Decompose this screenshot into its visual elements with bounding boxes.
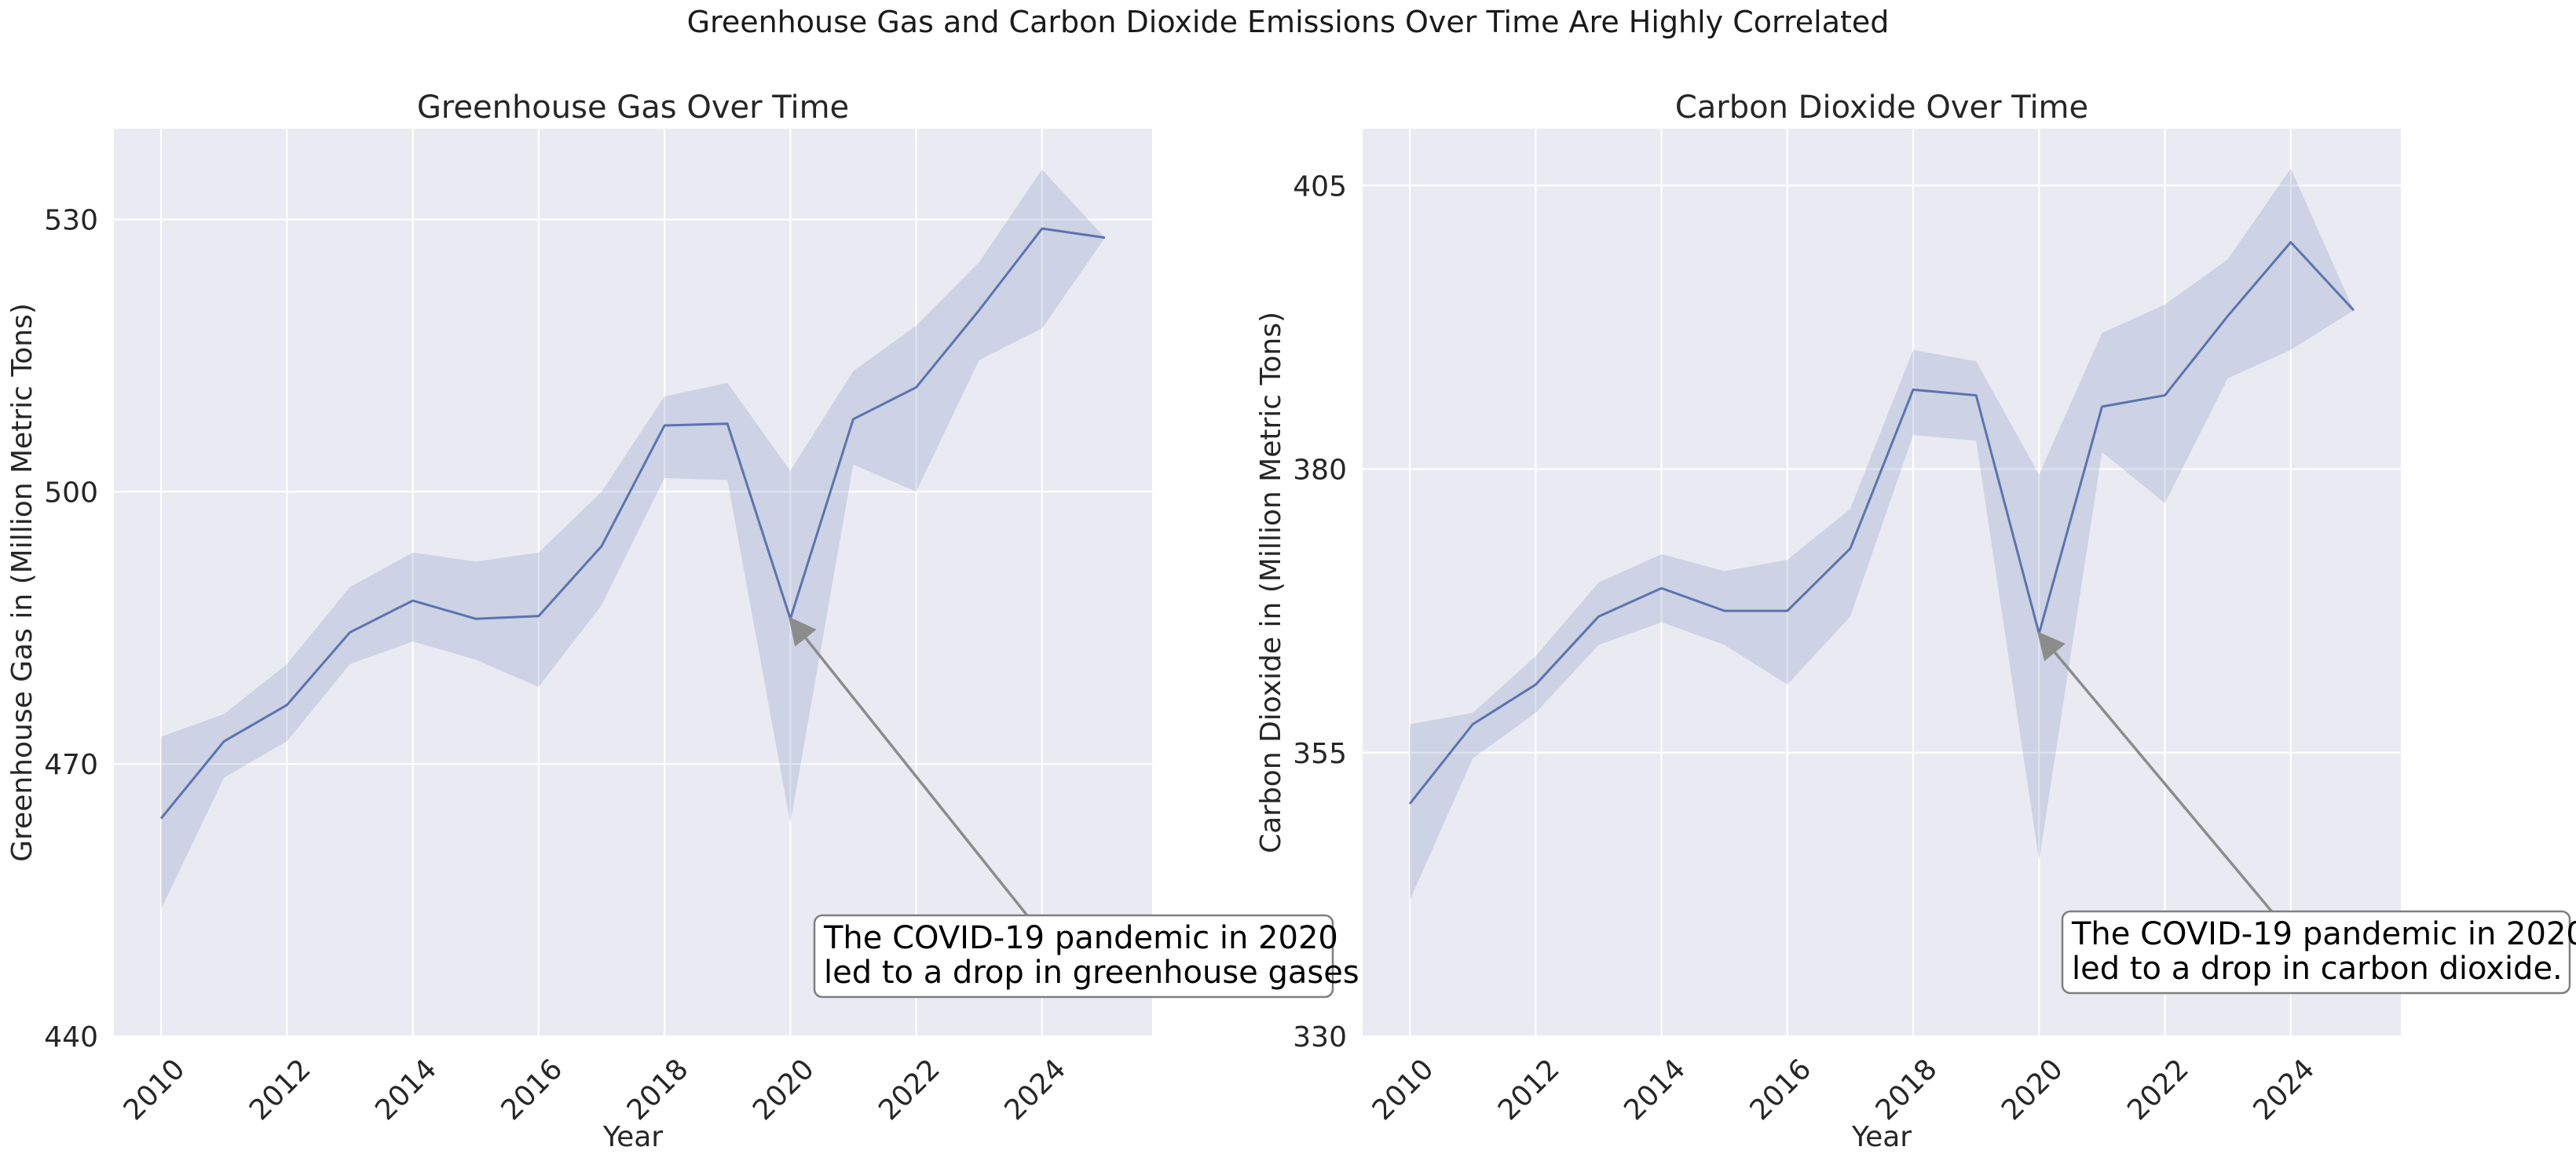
data-point <box>1597 615 1600 618</box>
y-axis-label: Carbon Dioxide in (Million Metric Tons) <box>1255 312 1287 853</box>
data-point <box>1534 683 1537 686</box>
y-axis-label: Greenhouse Gas in (Million Metric Tons) <box>6 303 38 862</box>
x-tick-label: 2018 <box>621 1053 695 1127</box>
data-point <box>600 545 603 548</box>
data-point <box>2352 309 2355 312</box>
x-tick-label: 2020 <box>1996 1053 2069 1127</box>
data-point <box>1974 394 1978 397</box>
annotation-text: led to a drop in carbon dioxide. <box>2072 951 2563 987</box>
data-point <box>2164 394 2167 397</box>
data-point <box>1103 236 1107 239</box>
x-axis-label: Year <box>602 1121 663 1153</box>
data-point <box>851 418 854 421</box>
data-point <box>537 615 540 618</box>
x-tick-label: 2024 <box>2247 1053 2321 1127</box>
data-point <box>915 385 918 389</box>
data-point <box>348 631 351 634</box>
x-tick-label: 2014 <box>1618 1053 1692 1127</box>
y-tick-label: 380 <box>1293 455 1347 487</box>
data-point <box>222 740 225 743</box>
subplot-title: Carbon Dioxide Over Time <box>1675 89 2088 126</box>
data-point <box>1408 802 1411 805</box>
y-tick-label: 330 <box>1293 1021 1347 1054</box>
data-point <box>2100 405 2103 408</box>
data-point <box>1471 723 1474 726</box>
y-tick-label: 405 <box>1293 170 1347 203</box>
annotation-text: The COVID-19 pandemic in 2020 <box>823 920 1338 956</box>
data-point <box>1660 586 1663 590</box>
y-tick-label: 440 <box>44 1021 98 1054</box>
series-line <box>159 227 1106 820</box>
data-point <box>663 424 666 427</box>
data-point <box>726 422 729 425</box>
annotation-arrow <box>2037 631 2292 936</box>
confidence-band <box>161 170 1105 910</box>
annotation-arrow <box>789 616 1031 919</box>
data-point <box>285 703 288 707</box>
x-tick-label: 2012 <box>1492 1053 1566 1127</box>
y-tick-label: 470 <box>44 749 98 781</box>
annotation-box <box>2061 910 2571 995</box>
data-point <box>474 617 478 620</box>
figure-suptitle: Greenhouse Gas and Carbon Dioxide Emissi… <box>686 5 1890 39</box>
data-point <box>412 599 415 602</box>
x-tick-label: 2016 <box>495 1053 569 1127</box>
data-point <box>1786 609 1789 612</box>
annotation-box <box>813 914 1334 999</box>
x-tick-label: 2012 <box>243 1053 317 1127</box>
data-point <box>2289 241 2292 244</box>
x-tick-label: 2018 <box>1870 1053 1944 1127</box>
y-tick-label: 500 <box>44 477 98 509</box>
y-tick-label: 530 <box>44 205 98 237</box>
data-point <box>159 817 163 820</box>
data-point <box>978 309 981 312</box>
data-point <box>2227 314 2230 317</box>
confidence-band <box>1410 168 2354 900</box>
y-tick-label: 355 <box>1293 738 1347 770</box>
annotation-text: led to a drop in greenhouse gases. <box>824 955 1369 991</box>
x-tick-label: 2020 <box>747 1053 821 1127</box>
data-point <box>1912 388 1915 391</box>
x-tick-label: 2010 <box>118 1053 192 1127</box>
data-point <box>1849 547 1852 550</box>
x-tick-label: 2024 <box>998 1053 1072 1127</box>
data-point <box>1723 609 1726 612</box>
x-tick-label: 2022 <box>2121 1053 2195 1127</box>
x-tick-label: 2010 <box>1367 1053 1440 1127</box>
subplot-title: Greenhouse Gas Over Time <box>417 89 849 126</box>
x-tick-label: 2022 <box>873 1053 946 1127</box>
series-line <box>1408 241 2355 805</box>
annotation-text: The COVID-19 pandemic in 2020 <box>2071 916 2576 952</box>
x-axis-label: Year <box>1851 1121 1912 1153</box>
x-tick-label: 2016 <box>1744 1053 1817 1127</box>
data-point <box>1041 227 1044 230</box>
x-tick-label: 2014 <box>369 1053 443 1127</box>
